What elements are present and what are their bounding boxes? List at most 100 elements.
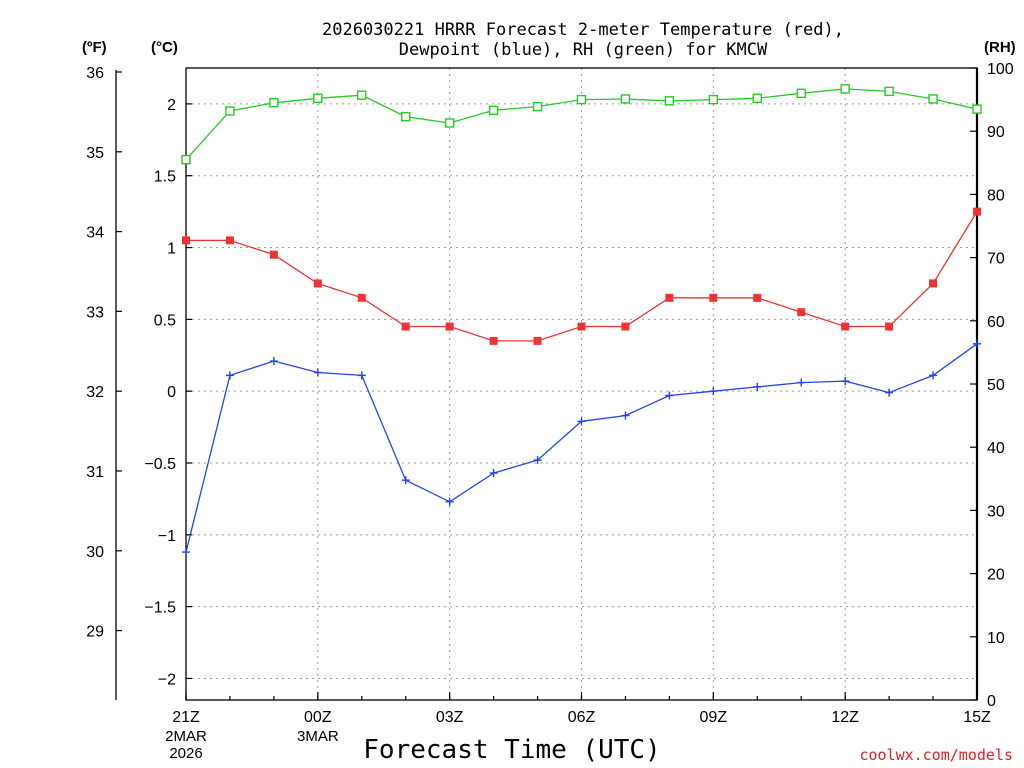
2-meter-temperature-point: [709, 293, 718, 302]
fahrenheit-tick-label: 33: [86, 304, 104, 321]
2-meter-temperature-point: [182, 236, 190, 245]
rh-point: [401, 111, 411, 122]
rh-point: [576, 94, 587, 105]
rh-point: [357, 90, 367, 100]
dewpoint-point: [709, 387, 718, 396]
x-tick-label: 09Z: [700, 709, 728, 726]
dewpoint-point: [929, 371, 938, 380]
dewpoint-point: [445, 497, 454, 506]
x-tick-label: 00Z: [304, 709, 332, 726]
rh-tick-label: 20: [987, 567, 1005, 584]
rh-tick-label: 40: [987, 440, 1005, 457]
2-meter-temperature-point: [577, 322, 586, 331]
rh-tick-label: 90: [987, 124, 1005, 141]
rh-point: [840, 84, 850, 94]
chart-title-line-1: 2026030221 HRRR Forecast 2-meter Tempera…: [322, 20, 844, 40]
2-meter-temperature-point: [533, 336, 542, 345]
2-meter-temperature-point: [929, 279, 938, 288]
dewpoint-point: [885, 388, 894, 397]
2-meter-temperature-point: [753, 293, 762, 302]
chart-title-line-2: Dewpoint (blue), RH (green) for KMCW: [399, 40, 768, 60]
x-tick-date-label: 3MAR: [297, 728, 339, 745]
x-tick-label: 03Z: [436, 709, 464, 726]
celsius-tick-label: −1.5: [144, 600, 176, 617]
2-meter-temperature-point: [401, 322, 410, 331]
rh-point: [269, 98, 279, 108]
x-tick-label: 15Z: [963, 709, 991, 726]
x-tick-date-label: 2MAR: [165, 728, 207, 745]
celsius-tick-label: 0: [167, 384, 176, 401]
dewpoint-point: [973, 339, 981, 348]
dewpoint-point: [313, 368, 322, 377]
dewpoint-point: [841, 377, 850, 386]
2-meter-temperature-point: [797, 308, 806, 317]
celsius-tick-label: 1: [167, 241, 176, 258]
celsius-tick-label: 0.5: [154, 312, 176, 329]
celsius-unit-label: (°C): [151, 39, 178, 56]
2-meter-temperature-point: [885, 322, 894, 331]
rh-tick-label: 100: [987, 61, 1014, 78]
rh-unit-label: (RH): [984, 39, 1016, 56]
rh-point: [444, 118, 455, 128]
rh-point: [181, 154, 191, 165]
rh-point: [620, 94, 631, 104]
fahrenheit-tick-label: 34: [86, 225, 104, 242]
rh-point: [313, 93, 323, 104]
dewpoint-point: [665, 391, 674, 400]
2-meter-temperature-point: [841, 322, 850, 331]
rh-point: [928, 94, 938, 104]
dewpoint-point: [489, 469, 498, 478]
x-axis-label: Forecast Time (UTC): [363, 735, 660, 765]
fahrenheit-tick-label: 36: [86, 65, 104, 82]
fahrenheit-tick-label: 29: [86, 624, 104, 641]
dewpoint-point: [577, 417, 586, 426]
fahrenheit-tick-label: 31: [86, 464, 104, 481]
2-meter-temperature-point: [621, 322, 630, 331]
rh-point: [796, 88, 806, 98]
celsius-tick-label: −1: [158, 528, 176, 545]
2-meter-temperature-point: [665, 293, 674, 302]
x-tick-label: 21Z: [172, 709, 200, 726]
celsius-tick-label: −2: [158, 671, 176, 688]
dewpoint-point: [533, 456, 542, 465]
fahrenheit-tick-label: 30: [86, 544, 104, 561]
credit-text: coolwx.com/models: [859, 746, 1013, 764]
dewpoint-point: [797, 378, 806, 387]
x-tick-year-label: 2026: [169, 745, 202, 762]
2-meter-temperature-point: [269, 250, 278, 259]
rh-tick-label: 50: [987, 377, 1005, 394]
x-tick-label: 12Z: [831, 709, 859, 726]
rh-tick-label: 60: [987, 314, 1005, 331]
rh-point: [225, 106, 235, 116]
rh-tick-label: 10: [987, 630, 1005, 647]
2-meter-temperature-point: [973, 207, 981, 216]
2-meter-temperature-point: [225, 236, 234, 245]
rh-tick-label: 70: [987, 251, 1005, 268]
x-tick-label: 06Z: [568, 709, 596, 726]
rh-point: [664, 96, 675, 106]
celsius-tick-label: −0.5: [144, 456, 176, 473]
rh-tick-label: 80: [987, 187, 1005, 204]
rh-point: [488, 105, 499, 116]
dewpoint-point: [401, 476, 410, 485]
2-meter-temperature-point: [445, 322, 454, 331]
dewpoint-point: [225, 371, 234, 380]
2-meter-temperature-point: [489, 336, 498, 345]
2-meter-temperature-point: [357, 293, 366, 302]
dewpoint-point: [269, 357, 278, 366]
dewpoint-point: [753, 382, 762, 391]
rh-point: [972, 104, 982, 114]
rh-point: [884, 86, 894, 97]
fahrenheit-tick-label: 35: [86, 145, 104, 162]
celsius-tick-label: 2: [167, 97, 176, 114]
rh-tick-label: 30: [987, 503, 1005, 520]
fahrenheit-tick-label: 32: [86, 384, 104, 401]
series-layer: [181, 84, 982, 557]
2-meter-temperature-point: [313, 279, 322, 288]
rh-point: [752, 93, 762, 104]
rh-point: [532, 101, 543, 112]
fahrenheit-unit-label: (ºF): [82, 39, 107, 56]
dewpoint-point: [357, 371, 366, 380]
